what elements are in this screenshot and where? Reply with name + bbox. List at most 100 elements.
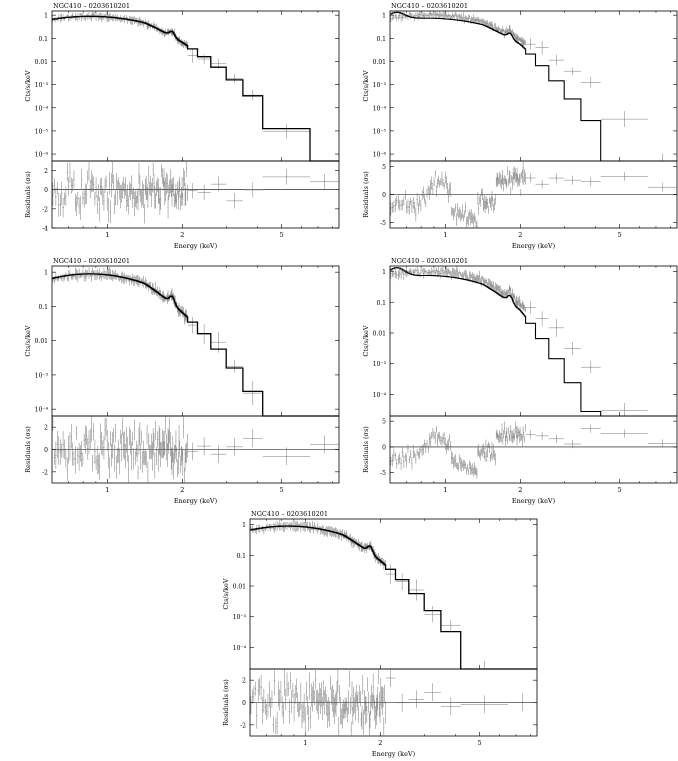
x-tick-label: 5 <box>279 231 283 239</box>
x-axis-label: Energy (keV) <box>512 497 556 505</box>
data-points <box>52 266 339 417</box>
x-tick-label: 1 <box>443 231 447 239</box>
y-tick-label: 0.01 <box>35 59 48 66</box>
data-points <box>52 11 339 162</box>
residual-tick-label: -5 <box>380 470 386 477</box>
x-axis-label: Energy (keV) <box>174 497 218 505</box>
y-tick-label: 10⁻⁴ <box>373 105 387 112</box>
y-tick-label: 10⁻³ <box>373 361 387 368</box>
x-tick-label: 2 <box>518 486 522 494</box>
model-line <box>390 267 677 417</box>
residual-tick-label: -2 <box>240 722 246 729</box>
y-tick-label: 10⁻³ <box>373 82 387 89</box>
y-tick-label: 0.1 <box>376 36 386 43</box>
spectrum-frame <box>389 10 678 162</box>
panel-2: NGC410 – 0203610201 1 2 5 Energy (keV) 1 0.1 0.… <box>362 2 678 250</box>
x-tick-label: 1 <box>303 739 307 747</box>
y-tick-label: 0.1 <box>38 304 48 311</box>
x-tick-label: 5 <box>617 486 621 494</box>
residual-tick-label: -2 <box>42 469 48 476</box>
data-points <box>390 11 677 162</box>
data-points <box>250 520 537 670</box>
y-tick-label: 10⁻³ <box>35 372 49 379</box>
residual-points <box>52 416 339 483</box>
y-tick-label: 10⁻³ <box>35 82 49 89</box>
spectrum-frame <box>51 265 340 417</box>
y-tick-label: 10⁻⁵ <box>373 128 387 135</box>
panel-title: NGC410 – 0203610201 <box>391 2 468 10</box>
data-points <box>390 266 677 417</box>
panel-4: NGC410 – 0203610201 1 2 5 Energy (keV) 1 0.1 0.… <box>362 257 678 505</box>
residual-tick-label: 0 <box>382 444 386 451</box>
residual-frame <box>389 415 678 484</box>
residual-tick-label: 2 <box>44 425 48 432</box>
panel-3: NGC410 – 0203610201 1 2 5 Energy (keV) 1 0.1 0.… <box>24 257 340 505</box>
y-tick-label: 1 <box>382 13 386 20</box>
x-axis-label: Energy (keV) <box>372 750 416 758</box>
y-tick-label: 10⁻⁴ <box>35 105 49 112</box>
y-tick-label: 0.1 <box>38 36 48 43</box>
x-tick-label: 1 <box>443 486 447 494</box>
residual-points <box>390 161 677 228</box>
residual-points <box>250 669 537 736</box>
panel-1: NGC410 – 0203610201 1 2 5 Energy (keV) 1 0.1 0.… <box>24 2 340 250</box>
model-line <box>390 11 677 162</box>
y-tick-label: 1 <box>44 13 48 20</box>
residual-tick-label: 0 <box>44 447 48 454</box>
residual-tick-label: 0 <box>44 187 48 194</box>
x-tick-label: 2 <box>180 486 184 494</box>
residual-axis-label: Residuals (σs) <box>222 679 230 726</box>
x-tick-label: 5 <box>477 739 481 747</box>
model-line <box>52 273 339 417</box>
residual-tick-label: 0 <box>382 192 386 199</box>
spectrum-frame <box>389 265 678 417</box>
panel-title: NGC410 – 0203610201 <box>53 2 130 10</box>
spectrum-frame <box>249 518 538 670</box>
y-tick-label: 1 <box>44 270 48 277</box>
residual-tick-label: -4 <box>42 226 48 233</box>
residual-tick-label: 2 <box>44 168 48 175</box>
y-tick-label: 10⁻⁴ <box>233 645 247 652</box>
panel-title: NGC410 – 0203610201 <box>391 257 468 265</box>
residual-points <box>52 161 339 224</box>
residual-tick-label: 2 <box>242 678 246 685</box>
residual-axis-label: Residuals (σs) <box>362 426 370 473</box>
y-tick-label: 10⁻⁴ <box>35 407 49 414</box>
x-tick-label: 5 <box>617 231 621 239</box>
x-tick-label: 2 <box>378 739 382 747</box>
y-tick-label: 1 <box>242 522 246 529</box>
panel-title: NGC410 – 0203610201 <box>251 510 328 518</box>
x-tick-label: 2 <box>180 231 184 239</box>
y-tick-label: 0.01 <box>373 59 386 66</box>
y-tick-label: 0.01 <box>373 331 386 338</box>
y-tick-label: 0.1 <box>236 553 246 560</box>
residual-axis-label: Residuals (σs) <box>24 171 32 218</box>
y-tick-label: 10⁻⁶ <box>35 152 49 159</box>
y-tick-label: 10⁻⁴ <box>373 392 387 399</box>
residual-frame <box>51 160 340 229</box>
residual-tick-label: 5 <box>382 419 386 426</box>
residual-axis-label: Residuals (σs) <box>24 426 32 473</box>
y-axis-label: Cts/s/keV <box>222 578 230 609</box>
x-tick-label: 1 <box>105 231 109 239</box>
panel-title: NGC410 – 0203610201 <box>53 257 130 265</box>
y-tick-label: 0.01 <box>233 584 246 591</box>
y-tick-label: 10⁻⁶ <box>373 152 387 159</box>
x-axis-label: Energy (keV) <box>512 242 556 250</box>
y-axis-label: Cts/s/keV <box>362 70 370 101</box>
x-axis-label: Energy (keV) <box>174 242 218 250</box>
y-tick-label: 10⁻³ <box>233 614 247 621</box>
residual-points <box>390 421 677 479</box>
y-axis-label: Cts/s/keV <box>362 325 370 356</box>
residual-tick-label: 5 <box>382 164 386 171</box>
y-tick-label: 1 <box>382 269 386 276</box>
y-tick-label: 0.01 <box>35 338 48 345</box>
x-tick-label: 2 <box>518 231 522 239</box>
y-tick-label: 0.1 <box>376 300 386 307</box>
residual-tick-label: -5 <box>380 220 386 227</box>
residual-tick-label: -2 <box>42 206 48 213</box>
y-tick-label: 10⁻⁵ <box>35 128 49 135</box>
residual-axis-label: Residuals (σs) <box>362 171 370 218</box>
model-line <box>250 525 537 670</box>
